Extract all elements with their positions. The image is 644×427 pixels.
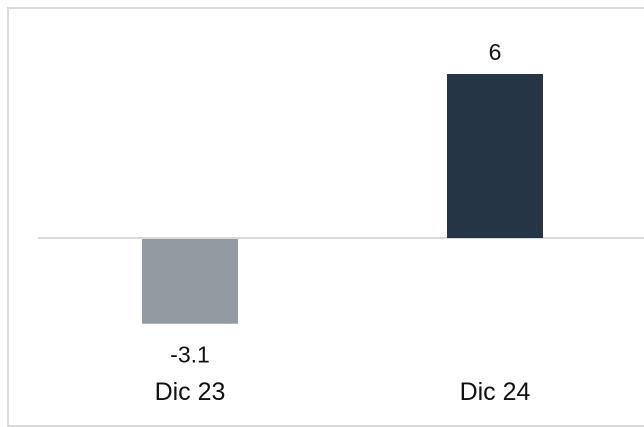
bar-dic-24 (447, 74, 543, 238)
data-label: 6 (489, 39, 502, 65)
bars-group (142, 74, 543, 324)
bar-dic-23 (142, 239, 238, 324)
data-label: -3.1 (170, 342, 210, 368)
category-label: Dic 24 (460, 378, 531, 405)
bar-chart: -3.1 Dic 23 6 Dic 24 (38, 39, 644, 405)
labels-group: -3.1 Dic 23 6 Dic 24 (155, 39, 531, 405)
category-label: Dic 23 (155, 378, 226, 405)
